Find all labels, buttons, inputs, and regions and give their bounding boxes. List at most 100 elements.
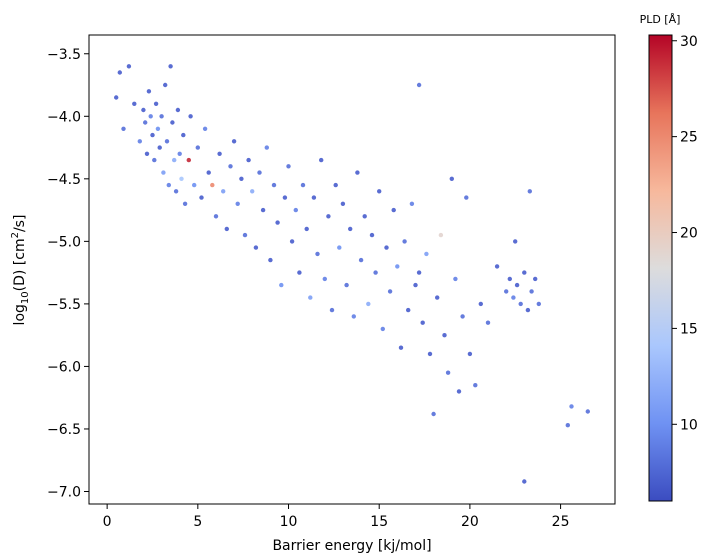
data-point [391,207,396,213]
data-point [217,151,222,156]
plot-area [88,34,616,505]
data-point [453,276,458,282]
data-point [431,411,436,417]
data-point [246,157,251,163]
data-point [460,314,465,319]
data-point [351,314,356,319]
data-point [293,207,298,213]
data-point [511,295,516,300]
data-point [210,182,215,188]
data-point [206,170,211,175]
data-point [148,114,153,119]
data-point [188,114,193,119]
data-point [202,126,208,131]
data-point [585,409,590,414]
colorbar-title: PLD [Å] [640,13,681,26]
data-point [121,126,126,131]
data-point [235,201,240,206]
colorbar-tick-label: 25 [680,130,698,146]
data-point [333,182,338,188]
x-axis-title: Barrier energy [kj/mol] [272,538,431,554]
plot-frame [88,34,616,505]
data-point [362,214,367,219]
data-point [268,257,273,263]
data-point [177,151,182,156]
data-point [518,301,523,307]
data-point [337,245,342,250]
data-point [413,282,418,288]
data-point [253,245,259,250]
data-point [358,257,364,263]
data-point [170,120,175,125]
data-point [504,289,509,294]
x-axis-ticks: 0 5 10 15 20 25 [103,504,570,530]
data-point [533,276,538,282]
data-point [159,114,164,119]
y-tick-label: −5.0 [47,234,81,250]
y-tick-label: −6.0 [47,359,81,375]
data-point [153,101,159,107]
data-point [282,195,288,200]
data-point [395,264,400,269]
data-point [565,423,570,428]
data-point [369,232,375,238]
data-point [126,64,132,69]
data-point [242,232,248,238]
data-point [384,245,389,250]
x-tick-label: 10 [280,514,298,530]
data-point [264,145,269,150]
data-point [286,164,291,169]
data-point [152,157,157,163]
data-point [179,176,184,181]
data-point [473,383,478,388]
y-tick-label: −4.0 [47,109,81,125]
data-point [424,251,429,257]
data-point [398,345,404,350]
data-point [289,239,295,244]
data-point [279,282,284,288]
colorbar-tick-label: 30 [680,34,698,50]
data-point [143,120,148,125]
x-tick-label: 0 [103,514,112,530]
x-tick-label: 25 [552,514,570,530]
data-point [406,307,411,313]
data-point [195,145,200,150]
data-point [257,170,262,175]
data-point [485,320,491,325]
data-point [297,270,302,275]
data-point [435,295,440,300]
data-point [231,139,237,144]
y-tick-label: −3.5 [47,47,81,63]
data-point [478,301,483,307]
x-tick-label: 5 [193,514,202,530]
data-point [514,282,520,288]
data-point [166,182,171,188]
data-point [150,132,155,138]
data-point [271,182,277,188]
data-point [494,264,500,269]
data-point [322,276,327,282]
data-point [507,276,512,282]
data-point [366,301,371,307]
data-point [224,226,229,232]
y-axis-ticks: −7.0 −6.5 −6.0 −5.5 −5.0 −4.5 −4.0 −3.5 [47,47,89,500]
data-point [137,139,142,144]
x-tick-label: 15 [370,514,388,530]
data-point [304,226,309,232]
data-point [319,157,324,163]
data-point [199,195,204,200]
data-point [445,370,451,375]
data-point [164,139,170,144]
data-point [456,389,462,394]
y-tick-label: −4.5 [47,172,81,188]
data-point [449,176,454,181]
data-point [380,326,385,332]
data-point [144,151,150,156]
data-point [155,126,161,131]
data-point [373,270,378,275]
data-point [525,307,531,313]
data-point [416,270,422,275]
data-point [192,182,197,188]
data-point [175,107,181,113]
colorbar: 10 15 20 25 30 PLD [Å] [640,13,698,502]
